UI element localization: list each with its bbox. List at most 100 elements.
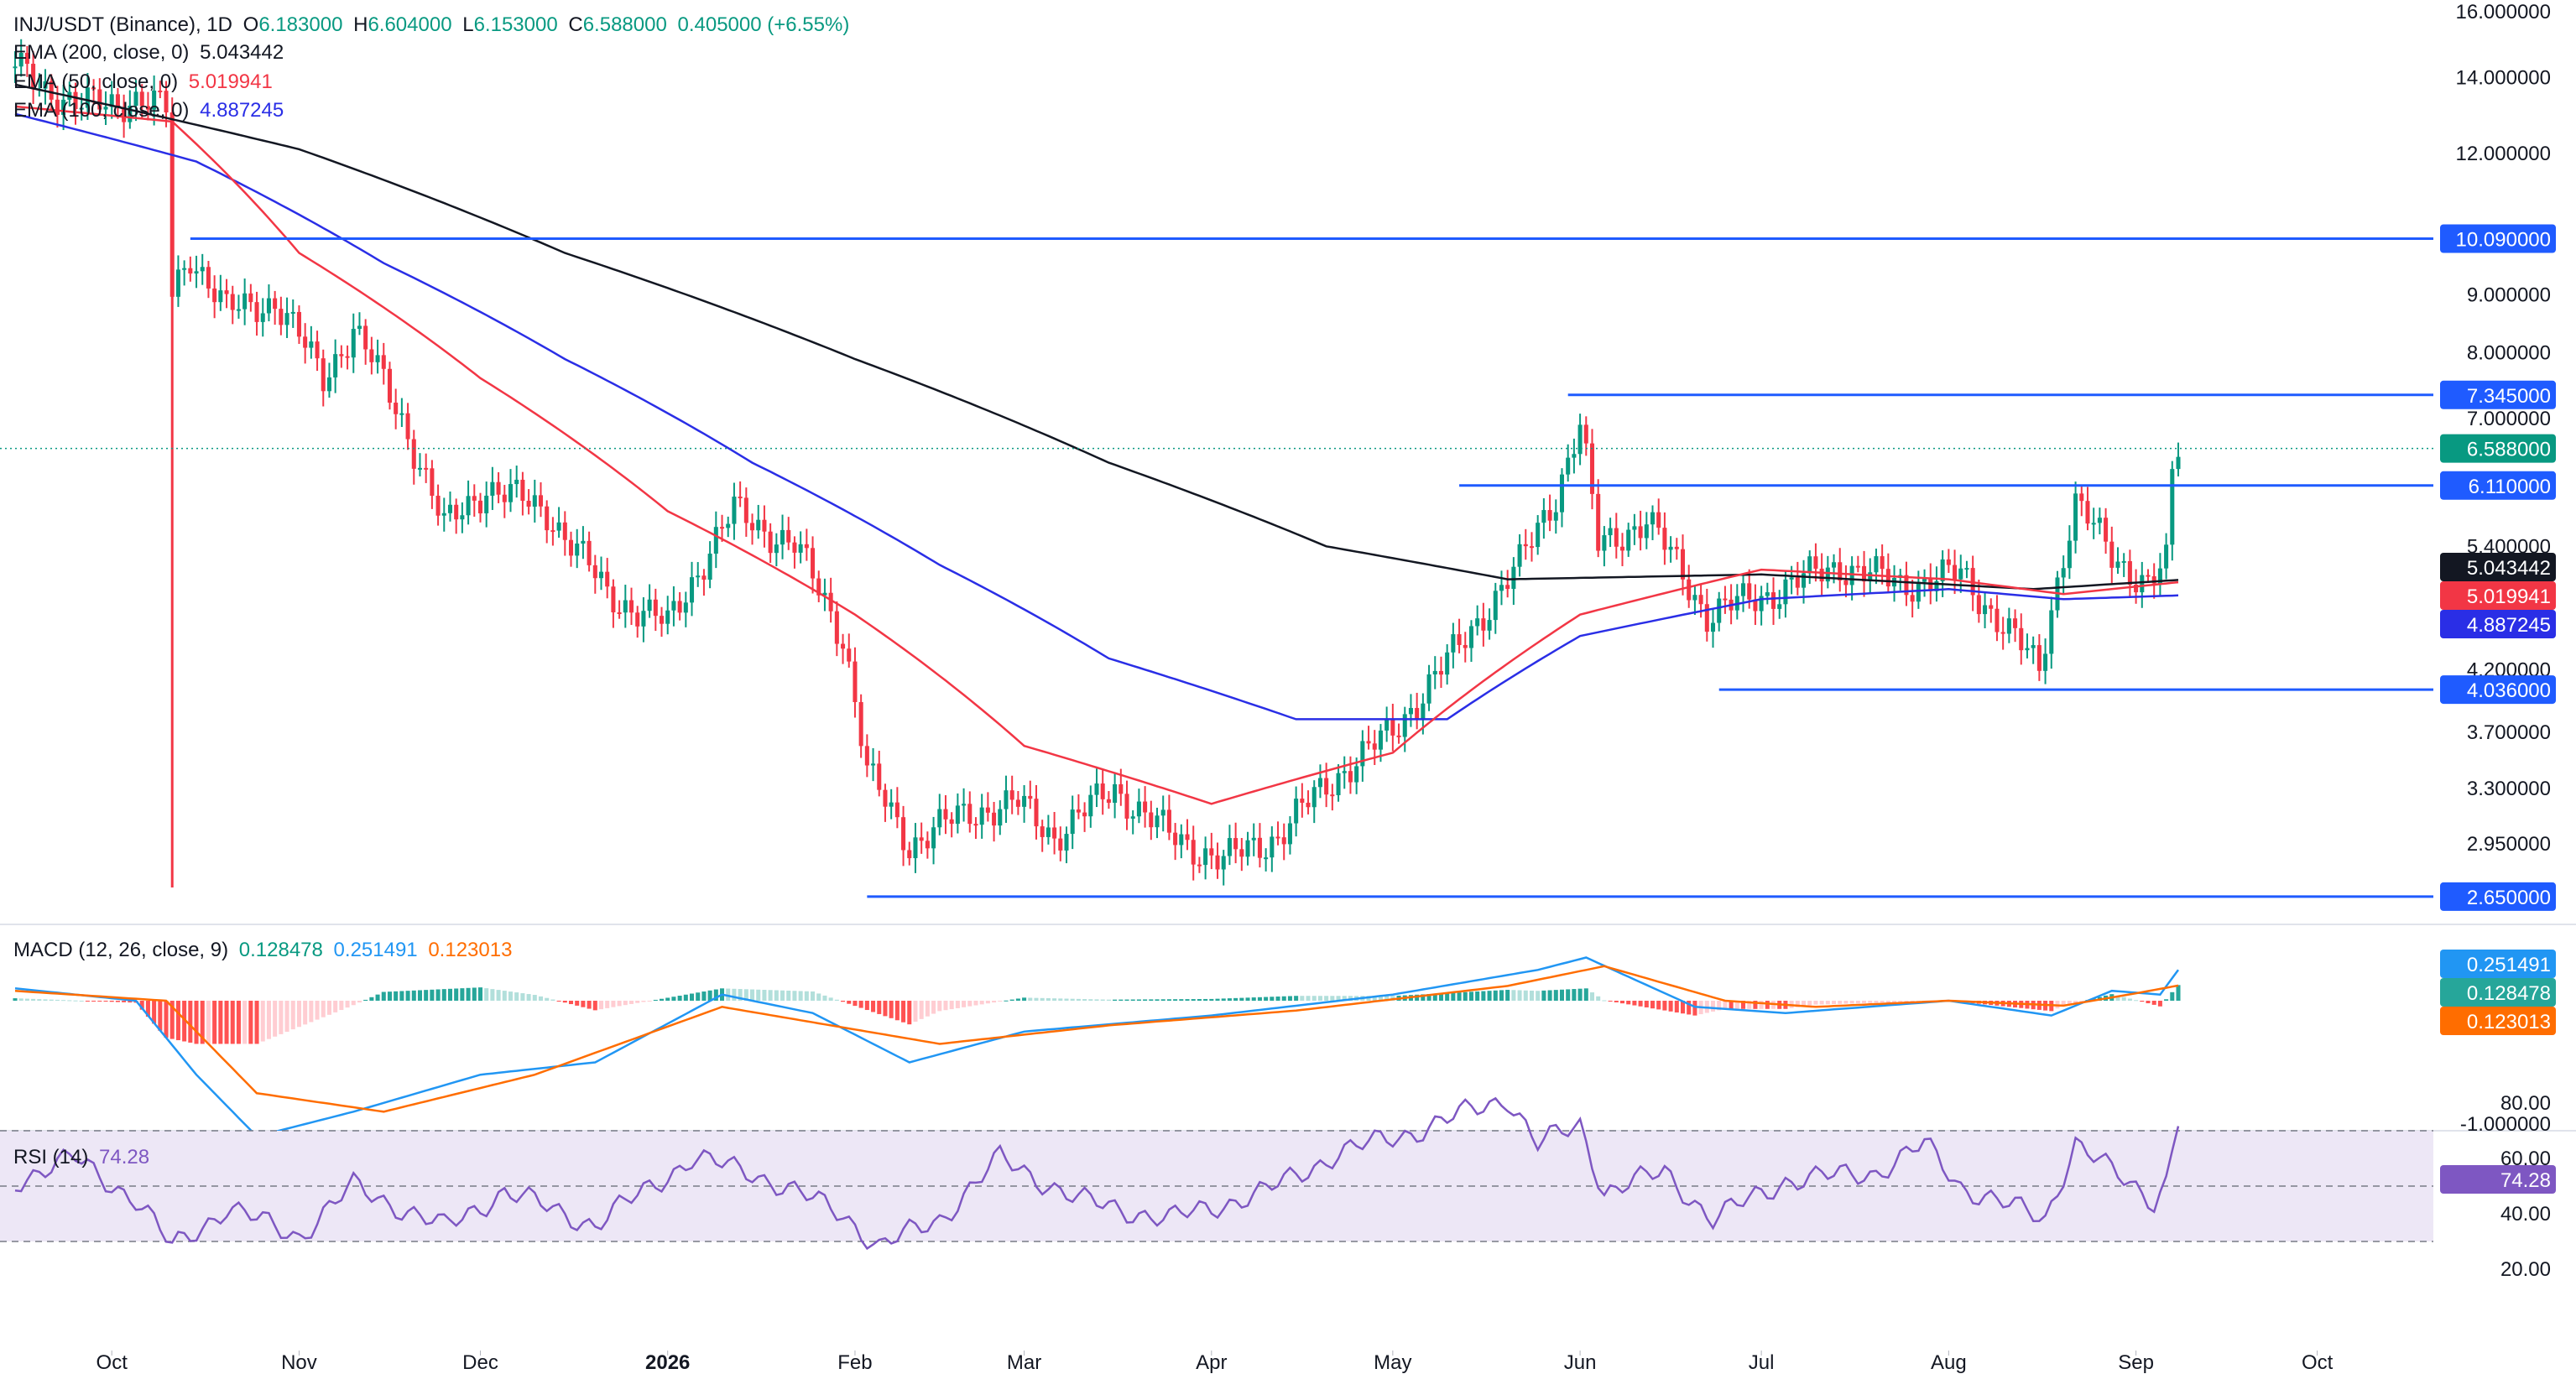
macd-histogram-bar (943, 1001, 948, 1011)
candle-body (1662, 528, 1667, 550)
macd-histogram-bar (351, 1001, 356, 1006)
macd-histogram-bar (774, 990, 779, 1001)
macd-histogram-bar (1553, 990, 1558, 1001)
candle-body (387, 368, 392, 403)
candle-body (562, 522, 567, 540)
candle-body (1415, 708, 1420, 719)
macd-histogram-bar (369, 997, 374, 1001)
candle-body (1843, 580, 1849, 586)
macd-histogram-bar (2127, 998, 2132, 1001)
candle-body (998, 809, 1003, 826)
ema100-value: 4.887245 (200, 99, 284, 122)
macd-histogram-bar (979, 1001, 984, 1005)
ema200-label: EMA (200, close, 0) (13, 41, 190, 64)
high-label: H (353, 13, 368, 36)
candle-body (1807, 556, 1812, 574)
candle-body (145, 106, 150, 110)
candle-body (1275, 836, 1280, 839)
candle-body (1185, 834, 1190, 841)
macd-histogram-bar (871, 1001, 876, 1012)
candle-body (532, 495, 537, 507)
candle-body (1995, 608, 2000, 632)
candle-body (182, 268, 187, 270)
candle-body (1264, 857, 1269, 860)
ema200-price-tag-bg (2440, 553, 2556, 581)
candle-body (1583, 424, 1588, 444)
macd-histogram-bar (1662, 1001, 1667, 1011)
macd-histogram-bar (1572, 989, 1577, 1001)
candle-body (1783, 579, 1788, 605)
candle-body (1874, 556, 1879, 573)
macd-histogram-bar (2115, 995, 2120, 1001)
candle-body (1197, 864, 1202, 867)
macd-histogram-bar (1094, 999, 1099, 1001)
rsi-axis-label: 40.00 (2500, 1203, 2551, 1226)
candle-body (2006, 618, 2011, 634)
candle-body (1360, 741, 1365, 767)
macd-histogram-bar (1022, 997, 1027, 1001)
macd-histogram-bar (1245, 997, 1250, 1001)
macd-histogram-bar (853, 1001, 858, 1007)
rsi-line (14, 1096, 2180, 1251)
macd-histogram-bar (768, 990, 773, 1001)
candle-body (1553, 512, 1558, 521)
candle-body (2036, 645, 2042, 671)
candle-body (894, 802, 900, 818)
macd-histogram-bar (907, 1001, 912, 1025)
ema200-legend[interactable]: EMA (200, close, 0) 5.043442 (13, 41, 289, 65)
macd-histogram-bar (357, 1001, 362, 1003)
candle-body (1747, 583, 1752, 600)
candle-body (1626, 529, 1631, 551)
macd-histogram-bar (1179, 999, 1184, 1001)
candle-body (103, 107, 108, 110)
macd-value-tag-text: 0.251491 (2467, 954, 2551, 976)
macd-histogram-bar (1203, 998, 1208, 1001)
high-value: 6.604000 (368, 13, 452, 36)
candle-body (1656, 512, 1661, 528)
macd-histogram-bar (303, 1001, 308, 1025)
candle-body (290, 311, 295, 314)
candle-body (1143, 801, 1148, 813)
macd-legend[interactable]: MACD (12, 26, close, 9) 0.128478 0.25149… (13, 939, 517, 962)
macd-histogram-bar (732, 988, 737, 1001)
candle-body (1004, 790, 1009, 809)
ema100-legend[interactable]: EMA (100, close, 0) 4.887245 (13, 99, 289, 122)
candle-body (1910, 595, 1915, 602)
close-value: 6.588000 (582, 13, 667, 36)
macd-histogram-bar (858, 1001, 863, 1008)
macd-histogram-bar (628, 1001, 634, 1004)
macd-histogram-bar (109, 1001, 114, 1002)
ema50-legend[interactable]: EMA (50, close, 0) 5.019941 (13, 70, 278, 94)
candle-body (1547, 510, 1552, 521)
price-axis-label: 16.000000 (2456, 1, 2551, 23)
macd-histogram-bar (1426, 994, 1431, 1001)
time-axis-label: Nov (281, 1351, 317, 1374)
macd-histogram-bar (399, 991, 404, 1001)
ema50-price-tag-text: 5.019941 (2467, 586, 2551, 608)
macd-histogram-bar (387, 991, 392, 1001)
candle-body (279, 309, 284, 325)
candle-body (1396, 735, 1401, 737)
candle-body (919, 837, 924, 841)
candle-body (641, 611, 646, 627)
macd-histogram-bar (266, 1001, 271, 1039)
ema100-price-tag-text: 4.887245 (2467, 614, 2551, 637)
candle-body (877, 763, 882, 790)
candle-body (1880, 556, 1885, 570)
macd-histogram-bar (901, 1001, 906, 1023)
candle-body (2170, 469, 2175, 545)
macd-histogram-bar (1577, 988, 1583, 1001)
macd-histogram-bar (1674, 1001, 1679, 1013)
rsi-legend[interactable]: RSI (14) 74.28 (13, 1146, 154, 1169)
candle-body (1795, 577, 1800, 588)
macd-histogram-bar (1692, 1001, 1697, 1016)
candle-body (871, 763, 876, 766)
macd-histogram-bar (786, 990, 791, 1001)
macd-histogram-bar (677, 995, 682, 1001)
candle-body (381, 355, 386, 369)
macd-histogram-bar (1898, 1001, 1903, 1002)
macd-histogram-bar (1481, 991, 1486, 1001)
last-price-tag-bg (2440, 434, 2556, 463)
level-price-tag: 4.036000 (2440, 675, 2556, 705)
